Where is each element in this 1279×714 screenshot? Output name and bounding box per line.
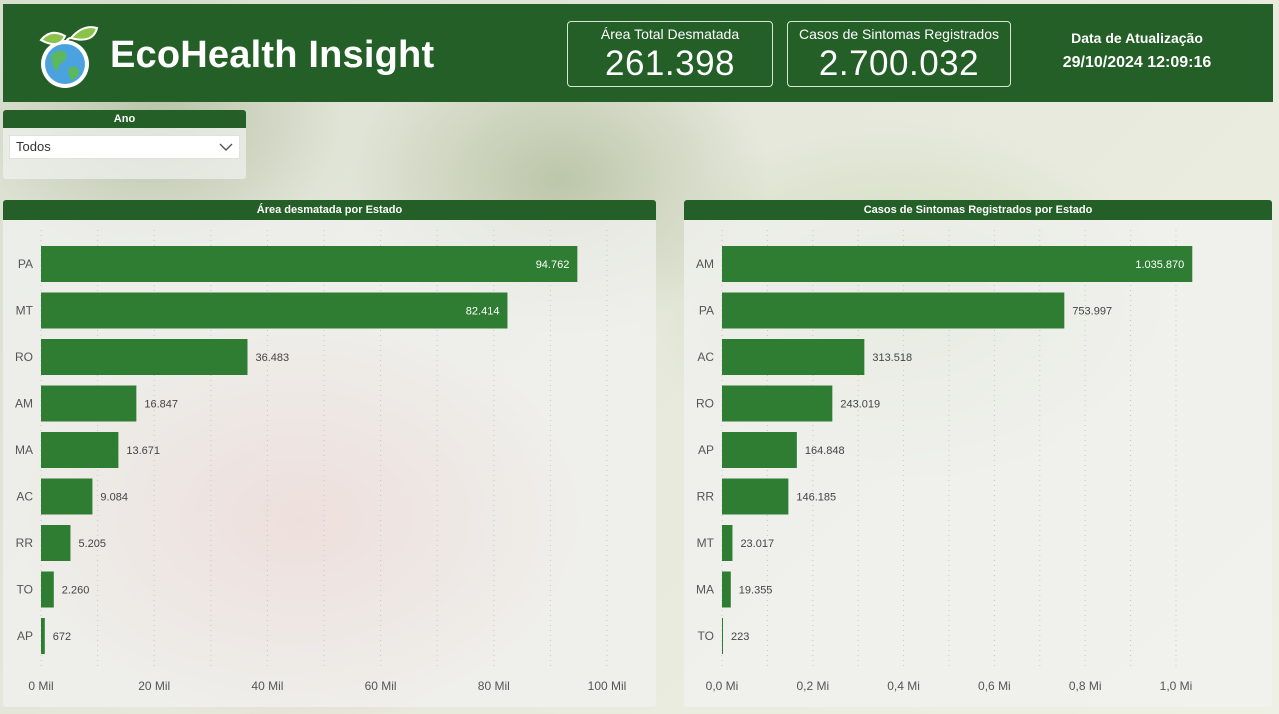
chevron-down-icon bbox=[219, 143, 233, 151]
category-label: RO bbox=[15, 350, 33, 364]
kpi-cases-value: 2.700.032 bbox=[818, 44, 980, 83]
x-tick-label: 100 Mil bbox=[588, 679, 627, 693]
category-label: RR bbox=[697, 490, 715, 504]
chart-panel-cases: Casos de Sintomas Registrados por Estado… bbox=[684, 200, 1272, 707]
bar[interactable] bbox=[41, 432, 119, 468]
category-label: AC bbox=[697, 350, 714, 364]
data-label: 753.997 bbox=[1072, 306, 1112, 318]
chart-title-cases: Casos de Sintomas Registrados por Estado bbox=[684, 200, 1272, 220]
data-label: 82.414 bbox=[466, 306, 500, 318]
category-label: TO bbox=[17, 583, 33, 597]
category-label: AP bbox=[17, 629, 33, 643]
category-label: PA bbox=[699, 304, 714, 318]
bar[interactable] bbox=[41, 525, 71, 561]
x-tick-label: 0,2 Mi bbox=[796, 679, 829, 693]
category-label: AM bbox=[696, 257, 714, 271]
data-label: 1.035.870 bbox=[1135, 259, 1184, 271]
kpi-area-label: Área Total Desmatada bbox=[600, 26, 740, 42]
bar[interactable] bbox=[722, 432, 797, 468]
data-label: 146.185 bbox=[796, 492, 836, 504]
category-label: MA bbox=[696, 583, 714, 597]
chart-title-area: Área desmatada por Estado bbox=[3, 200, 656, 220]
bar[interactable] bbox=[41, 246, 578, 282]
bar[interactable] bbox=[722, 246, 1193, 282]
bar[interactable] bbox=[722, 525, 733, 561]
category-label: AP bbox=[698, 443, 714, 457]
year-slicer: Ano Todos bbox=[3, 110, 246, 179]
header-bar: EcoHealth Insight Área Total Desmatada 2… bbox=[3, 4, 1273, 102]
kpi-cases-label: Casos de Sintomas Registrados bbox=[799, 26, 999, 42]
update-info: Data de Atualização 29/10/2024 12:09:16 bbox=[1033, 30, 1241, 72]
area-chart-svg: PA 94.762 MT 82.414 RO 36.483 AM 16.847 MA 13.671… bbox=[15, 230, 627, 693]
year-dropdown[interactable]: Todos bbox=[9, 135, 240, 159]
update-label: Data de Atualização bbox=[1071, 30, 1203, 46]
x-tick-label: 40 Mil bbox=[251, 679, 283, 693]
x-tick-label: 60 Mil bbox=[365, 679, 397, 693]
x-tick-label: 20 Mil bbox=[138, 679, 170, 693]
bar[interactable] bbox=[722, 478, 789, 515]
data-label: 2.260 bbox=[62, 585, 90, 597]
data-label: 672 bbox=[53, 631, 71, 643]
year-slicer-title: Ano bbox=[3, 110, 246, 128]
category-label: AM bbox=[15, 397, 33, 411]
year-dropdown-value: Todos bbox=[16, 139, 51, 154]
bar[interactable] bbox=[41, 385, 137, 422]
x-tick-label: 0,0 Mi bbox=[706, 679, 739, 693]
bar[interactable] bbox=[722, 385, 833, 422]
bar[interactable] bbox=[722, 339, 865, 375]
data-label: 243.019 bbox=[840, 399, 880, 411]
x-tick-label: 0,8 Mi bbox=[1069, 679, 1102, 693]
data-label: 223 bbox=[731, 631, 749, 643]
category-label: MT bbox=[697, 536, 715, 550]
kpi-card-area: Área Total Desmatada 261.398 bbox=[567, 21, 773, 87]
data-label: 36.483 bbox=[255, 352, 289, 364]
data-label: 9.084 bbox=[100, 492, 128, 504]
x-tick-label: 0,4 Mi bbox=[887, 679, 920, 693]
kpi-card-cases: Casos de Sintomas Registrados 2.700.032 bbox=[787, 21, 1011, 87]
data-label: 13.671 bbox=[126, 445, 160, 457]
category-label: MA bbox=[15, 443, 33, 457]
category-label: MT bbox=[16, 304, 34, 318]
cases-chart-svg: AM 1.035.870 PA 753.997 AC 313.518 RO 243.019 AP… bbox=[696, 230, 1193, 693]
data-label: 94.762 bbox=[536, 259, 570, 271]
data-label: 313.518 bbox=[872, 352, 912, 364]
data-label: 16.847 bbox=[144, 399, 178, 411]
bar[interactable] bbox=[722, 618, 723, 654]
category-label: RR bbox=[16, 536, 34, 550]
data-label: 23.017 bbox=[740, 538, 774, 550]
data-label: 19.355 bbox=[739, 585, 773, 597]
x-tick-label: 1,0 Mi bbox=[1160, 679, 1193, 693]
bar[interactable] bbox=[722, 571, 731, 608]
app-title: EcoHealth Insight bbox=[110, 34, 435, 76]
x-tick-label: 0,6 Mi bbox=[978, 679, 1011, 693]
data-label: 5.205 bbox=[78, 538, 106, 550]
x-tick-label: 80 Mil bbox=[478, 679, 510, 693]
bar[interactable] bbox=[722, 292, 1065, 329]
category-label: PA bbox=[18, 257, 33, 271]
category-label: RO bbox=[696, 397, 714, 411]
bar[interactable] bbox=[41, 618, 45, 654]
chart-panel-area: Área desmatada por Estado PA 94.762 MT 82.4… bbox=[3, 200, 656, 707]
data-label: 164.848 bbox=[805, 445, 845, 457]
bar[interactable] bbox=[41, 571, 54, 608]
update-value: 29/10/2024 12:09:16 bbox=[1062, 54, 1212, 71]
bar[interactable] bbox=[41, 292, 508, 329]
kpi-area-value: 261.398 bbox=[604, 44, 736, 83]
x-tick-label: 0 Mil bbox=[28, 679, 53, 693]
bar[interactable] bbox=[41, 478, 93, 515]
bar[interactable] bbox=[41, 339, 248, 375]
globe-leaf-logo-icon bbox=[39, 26, 99, 88]
category-label: TO bbox=[698, 629, 714, 643]
category-label: AC bbox=[16, 490, 33, 504]
